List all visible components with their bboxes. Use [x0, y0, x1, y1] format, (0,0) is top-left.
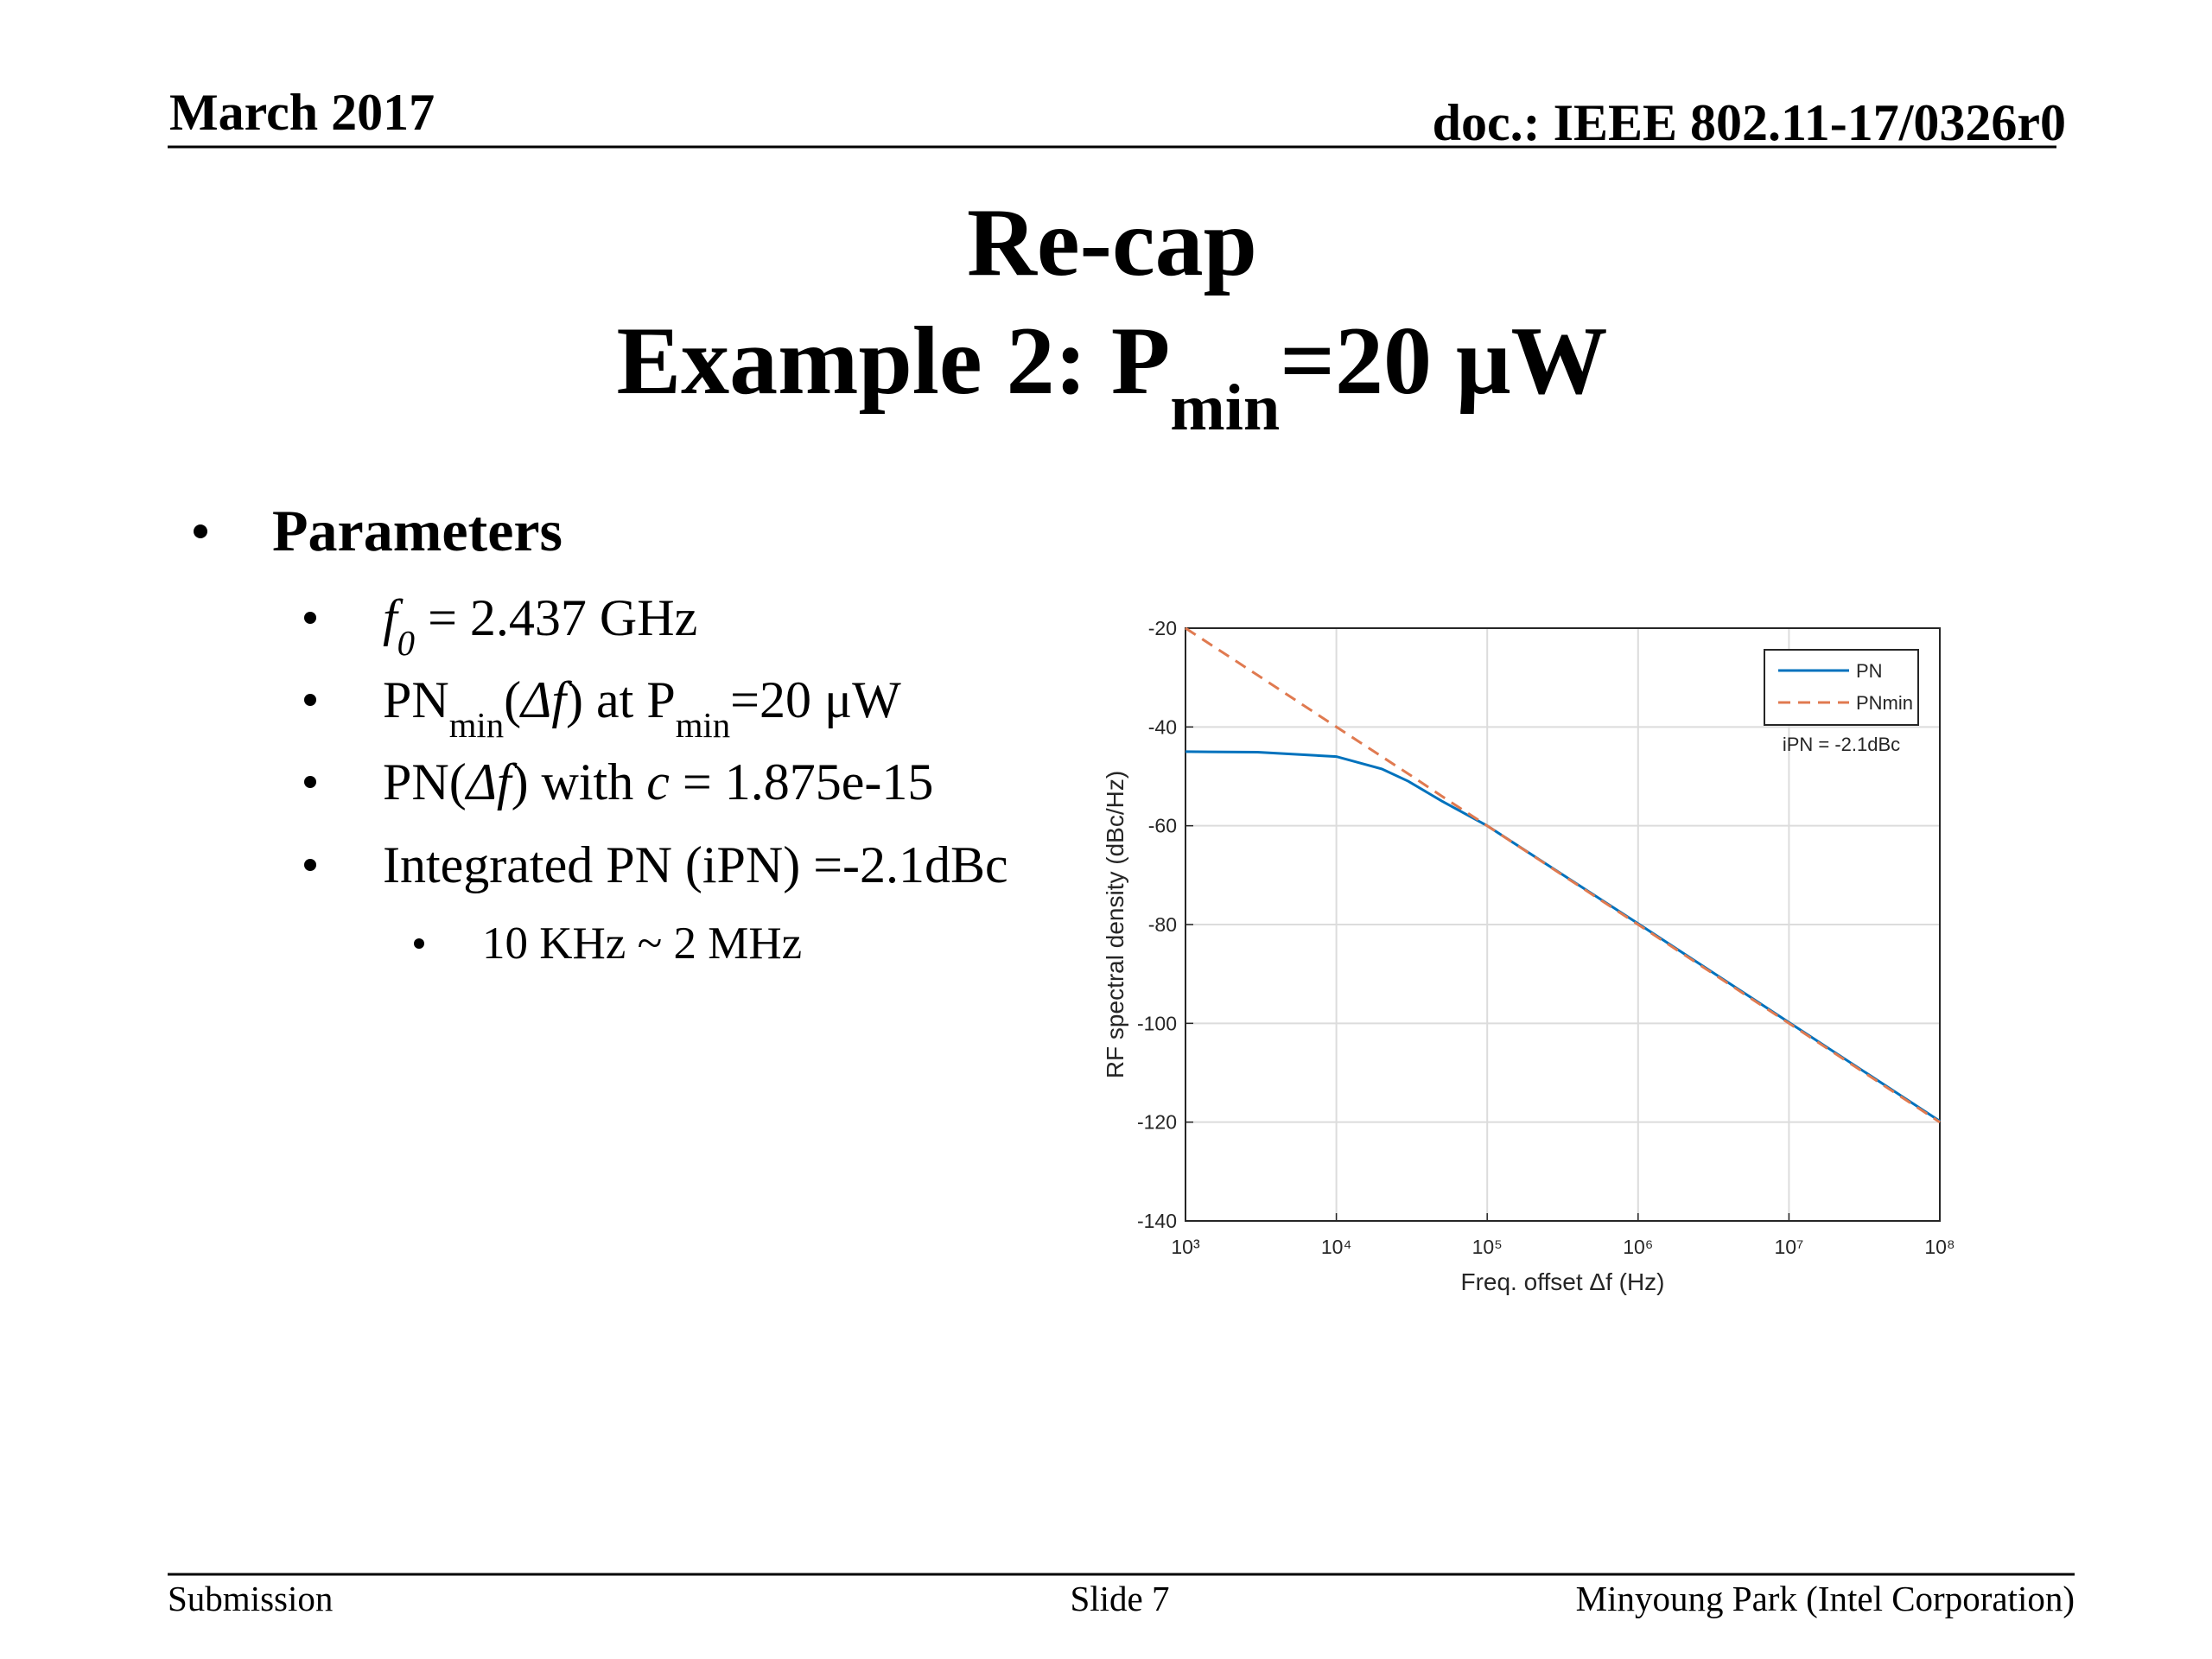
y-axis-label: RF spectral density (dBc/Hz) — [1102, 771, 1128, 1078]
y-tick-label: -100 — [1137, 1012, 1177, 1034]
bullet — [414, 938, 424, 949]
legend-label: PN — [1856, 660, 1883, 682]
text-segment: = 1.875e-15 — [670, 753, 933, 810]
header-date: March 2017 — [169, 84, 435, 141]
bullet-item: PNmin(Δf) at Pmin=20 μW — [383, 671, 901, 745]
text-segment: min — [676, 706, 730, 745]
text-segment: ( — [504, 671, 521, 728]
title-line2: Example 2: Pmin=20 μW — [616, 308, 1607, 444]
y-tick-label: -40 — [1148, 715, 1177, 738]
footer-left: Submission — [168, 1579, 333, 1618]
text-segment: Δf — [465, 753, 518, 810]
legend-box — [1764, 649, 1919, 726]
footer-center: Slide 7 — [1070, 1579, 1169, 1618]
y-tick-label: -140 — [1137, 1210, 1177, 1232]
y-tick-label: -80 — [1148, 913, 1177, 936]
text-segment: ) with — [512, 753, 647, 810]
header-doc: doc.: IEEE 802.11-17/0326r0 — [1433, 94, 2066, 151]
text-segment: min — [1170, 372, 1280, 444]
x-tick-label: 10⁸ — [1924, 1236, 1955, 1258]
text-segment: Integrated PN (iPN) =-2.1dBc — [383, 836, 1008, 893]
text-segment: =20 μW — [1280, 308, 1607, 415]
bullet-item: PN(Δf) with c = 1.875e-15 — [383, 753, 933, 810]
y-tick-label: -120 — [1137, 1111, 1177, 1134]
bullet — [304, 694, 316, 706]
x-tick-label: 10⁵ — [1472, 1236, 1503, 1258]
bullet-subitem: 10 KHz ~ 2 MHz — [482, 918, 802, 969]
x-tick-label: 10⁴ — [1321, 1236, 1351, 1258]
bullet-heading: Parameters — [272, 498, 563, 563]
y-tick-label: -60 — [1148, 815, 1177, 837]
text-segment: PN — [383, 671, 449, 728]
text-segment: c — [646, 753, 670, 810]
legend-label: PNmin — [1856, 692, 1913, 714]
bullet — [304, 776, 316, 788]
bullet — [304, 859, 316, 871]
axes-frame — [1185, 627, 1941, 1222]
x-tick-label: 10⁷ — [1774, 1236, 1803, 1258]
x-tick-label: 10⁶ — [1623, 1236, 1653, 1258]
series-line — [1185, 750, 1941, 1122]
text-segment: ) at P — [566, 671, 676, 728]
bullet-item: Integrated PN (iPN) =-2.1dBc — [383, 836, 1008, 893]
text-segment: =20 μW — [730, 671, 901, 728]
text-segment: = 2.437 GHz — [415, 589, 697, 646]
text-segment: Example 2: P — [616, 308, 1170, 415]
text-segment: min — [449, 706, 504, 745]
x-axis-label: Freq. offset Δf (Hz) — [1460, 1268, 1664, 1295]
text-segment: Δf — [519, 671, 572, 728]
bullet — [304, 612, 316, 624]
text-segment: PN( — [383, 753, 467, 810]
series-line — [1185, 626, 1941, 1123]
y-tick-label: -20 — [1148, 617, 1177, 639]
footer-right: Minyoung Park (Intel Corporation) — [1576, 1579, 2075, 1618]
bullet — [194, 524, 207, 538]
annotation: iPN = -2.1dBc — [1783, 734, 1900, 755]
x-tick-label: 10³ — [1171, 1236, 1200, 1258]
title-line1: Re-cap — [967, 189, 1257, 296]
text-segment: 0 — [397, 624, 415, 663]
